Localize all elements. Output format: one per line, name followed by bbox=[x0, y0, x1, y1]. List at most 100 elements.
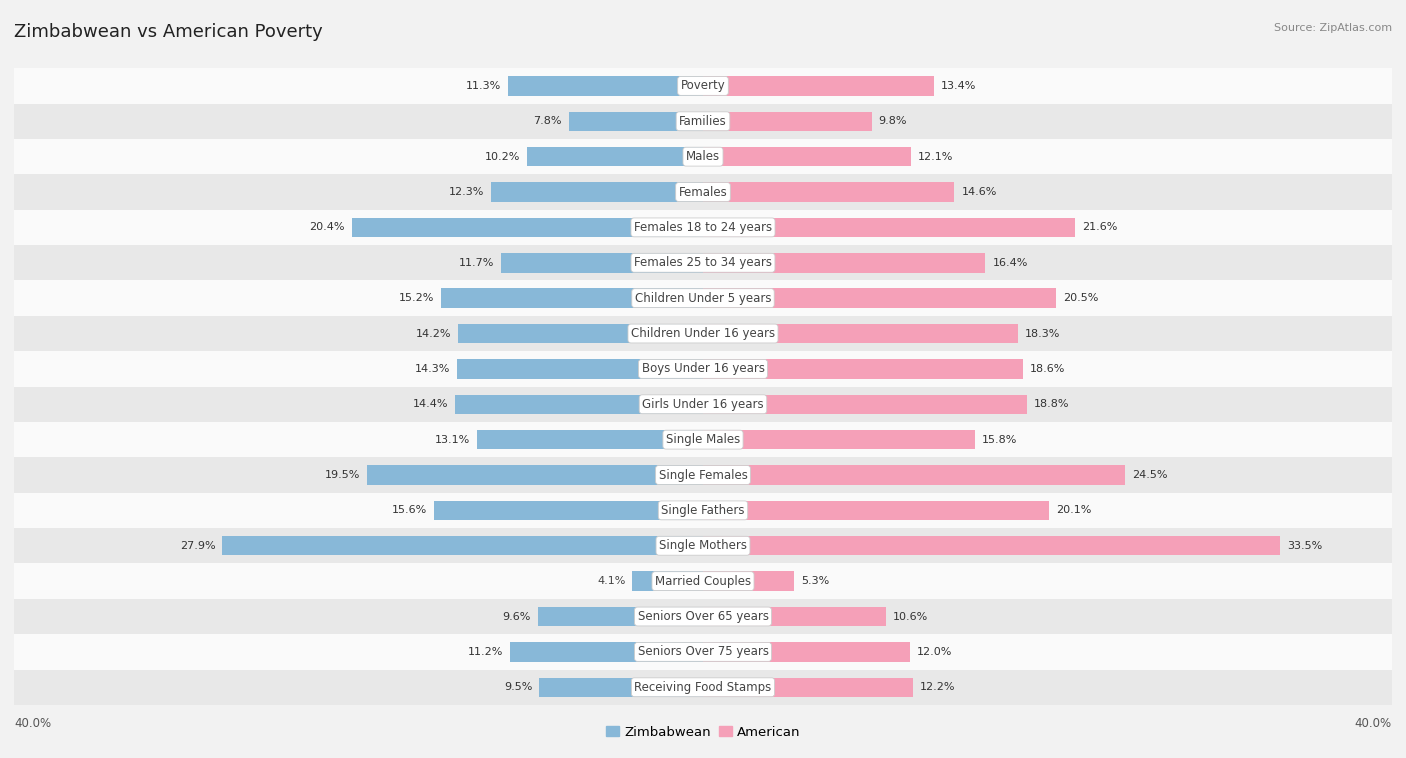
Text: 11.7%: 11.7% bbox=[460, 258, 495, 268]
Bar bbox=[568, 111, 703, 131]
Text: 10.6%: 10.6% bbox=[893, 612, 928, 622]
Bar bbox=[14, 104, 1392, 139]
Text: 4.1%: 4.1% bbox=[598, 576, 626, 586]
Bar bbox=[14, 528, 1392, 563]
Bar bbox=[14, 387, 1392, 422]
Bar bbox=[703, 183, 955, 202]
Bar bbox=[703, 324, 1018, 343]
Bar bbox=[703, 465, 1125, 485]
Bar bbox=[458, 324, 703, 343]
Bar bbox=[703, 606, 886, 626]
Bar bbox=[633, 572, 703, 591]
Text: Single Mothers: Single Mothers bbox=[659, 539, 747, 553]
Text: Married Couples: Married Couples bbox=[655, 575, 751, 587]
Text: 5.3%: 5.3% bbox=[801, 576, 830, 586]
Text: 9.6%: 9.6% bbox=[502, 612, 531, 622]
Bar bbox=[703, 147, 911, 167]
Bar bbox=[14, 599, 1392, 634]
Bar bbox=[491, 183, 703, 202]
Text: 12.0%: 12.0% bbox=[917, 647, 952, 657]
Text: 27.9%: 27.9% bbox=[180, 540, 215, 551]
Text: 11.3%: 11.3% bbox=[467, 81, 502, 91]
Legend: Zimbabwean, American: Zimbabwean, American bbox=[600, 720, 806, 744]
Bar bbox=[703, 359, 1024, 378]
Text: 11.2%: 11.2% bbox=[468, 647, 503, 657]
Text: 18.6%: 18.6% bbox=[1031, 364, 1066, 374]
Bar bbox=[703, 218, 1076, 237]
Text: 15.2%: 15.2% bbox=[399, 293, 434, 303]
Text: 40.0%: 40.0% bbox=[1355, 717, 1392, 731]
Text: Single Females: Single Females bbox=[658, 468, 748, 481]
Text: 9.8%: 9.8% bbox=[879, 116, 907, 127]
Bar bbox=[456, 394, 703, 414]
Text: Seniors Over 75 years: Seniors Over 75 years bbox=[637, 645, 769, 659]
Bar bbox=[510, 642, 703, 662]
Bar bbox=[703, 500, 1049, 520]
Text: 14.2%: 14.2% bbox=[416, 328, 451, 339]
Bar bbox=[703, 288, 1056, 308]
Text: Source: ZipAtlas.com: Source: ZipAtlas.com bbox=[1274, 23, 1392, 33]
Bar bbox=[703, 572, 794, 591]
Text: 12.1%: 12.1% bbox=[918, 152, 953, 161]
Text: 19.5%: 19.5% bbox=[325, 470, 360, 480]
Bar bbox=[537, 606, 703, 626]
Text: 14.4%: 14.4% bbox=[412, 399, 449, 409]
Bar bbox=[441, 288, 703, 308]
Bar bbox=[509, 77, 703, 96]
Text: Children Under 16 years: Children Under 16 years bbox=[631, 327, 775, 340]
Bar bbox=[14, 210, 1392, 245]
Text: 21.6%: 21.6% bbox=[1083, 222, 1118, 233]
Text: 18.8%: 18.8% bbox=[1033, 399, 1069, 409]
Bar bbox=[703, 430, 976, 449]
Bar bbox=[14, 68, 1392, 104]
Text: 7.8%: 7.8% bbox=[533, 116, 562, 127]
Bar bbox=[14, 422, 1392, 457]
Text: 9.5%: 9.5% bbox=[505, 682, 533, 692]
Text: Seniors Over 65 years: Seniors Over 65 years bbox=[637, 610, 769, 623]
Text: 20.4%: 20.4% bbox=[309, 222, 344, 233]
Bar bbox=[478, 430, 703, 449]
Text: 20.5%: 20.5% bbox=[1063, 293, 1098, 303]
Bar bbox=[14, 174, 1392, 210]
Bar bbox=[14, 316, 1392, 351]
Text: Single Males: Single Males bbox=[666, 433, 740, 446]
Bar bbox=[434, 500, 703, 520]
Text: Girls Under 16 years: Girls Under 16 years bbox=[643, 398, 763, 411]
Bar bbox=[352, 218, 703, 237]
Bar bbox=[457, 359, 703, 378]
Bar bbox=[703, 642, 910, 662]
Bar bbox=[502, 253, 703, 273]
Text: Zimbabwean vs American Poverty: Zimbabwean vs American Poverty bbox=[14, 23, 323, 41]
Text: 16.4%: 16.4% bbox=[993, 258, 1028, 268]
Text: Poverty: Poverty bbox=[681, 80, 725, 92]
Bar bbox=[14, 351, 1392, 387]
Text: 10.2%: 10.2% bbox=[485, 152, 520, 161]
Bar bbox=[14, 669, 1392, 705]
Bar bbox=[703, 536, 1279, 556]
Text: 13.1%: 13.1% bbox=[436, 434, 471, 445]
Text: Receiving Food Stamps: Receiving Food Stamps bbox=[634, 681, 772, 694]
Text: 33.5%: 33.5% bbox=[1286, 540, 1322, 551]
Bar bbox=[14, 457, 1392, 493]
Text: Males: Males bbox=[686, 150, 720, 163]
Bar bbox=[14, 563, 1392, 599]
Text: 14.3%: 14.3% bbox=[415, 364, 450, 374]
Bar bbox=[14, 139, 1392, 174]
Bar bbox=[703, 394, 1026, 414]
Text: 14.6%: 14.6% bbox=[962, 187, 997, 197]
Text: Females 18 to 24 years: Females 18 to 24 years bbox=[634, 221, 772, 234]
Text: 12.3%: 12.3% bbox=[449, 187, 484, 197]
Text: 12.2%: 12.2% bbox=[920, 682, 956, 692]
Bar bbox=[14, 634, 1392, 669]
Bar bbox=[703, 253, 986, 273]
Bar bbox=[540, 678, 703, 697]
Bar bbox=[14, 493, 1392, 528]
Text: 13.4%: 13.4% bbox=[941, 81, 976, 91]
Bar bbox=[527, 147, 703, 167]
Text: 40.0%: 40.0% bbox=[14, 717, 51, 731]
Text: 24.5%: 24.5% bbox=[1132, 470, 1167, 480]
Bar bbox=[14, 245, 1392, 280]
Text: 20.1%: 20.1% bbox=[1056, 506, 1091, 515]
Bar bbox=[222, 536, 703, 556]
Bar bbox=[14, 280, 1392, 316]
